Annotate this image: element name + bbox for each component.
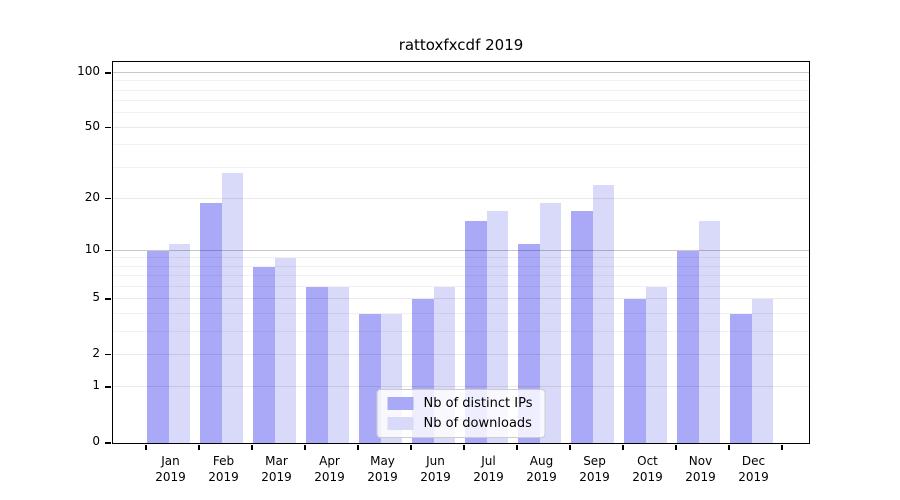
- y-tick: [105, 353, 111, 356]
- x-tick: [145, 444, 147, 450]
- y-tick-label: 20: [84, 189, 100, 204]
- x-tick-label: Nov 2019: [685, 454, 716, 484]
- y-tick: [105, 126, 111, 129]
- y-tick: [105, 442, 111, 444]
- x-tick-label: Apr 2019: [314, 454, 345, 484]
- x-tick: [410, 444, 412, 450]
- y-tick: [105, 72, 111, 74]
- bar-downloads: [221, 173, 243, 443]
- bar-downloads: [274, 258, 296, 443]
- bar-downloads: [645, 287, 667, 443]
- bar-downloads: [486, 211, 508, 443]
- x-tick: [728, 444, 730, 450]
- y-tick-label: 0: [92, 434, 100, 448]
- y-tick-label: 1: [92, 378, 100, 393]
- x-tick: [622, 444, 624, 450]
- chart-title: rattoxfxcdf 2019: [398, 36, 524, 54]
- x-tick-label: Dec 2019: [738, 454, 769, 484]
- x-tick: [781, 444, 783, 450]
- x-tick: [516, 444, 518, 450]
- bar-downloads: [168, 243, 190, 443]
- bar-distinct-ips: [730, 314, 752, 443]
- x-tick-label: Jan 2019: [155, 454, 186, 484]
- x-tick-label: Jul 2019: [473, 454, 504, 484]
- x-tick: [357, 444, 359, 450]
- legend-entry-distinct-ips: Nb of distinct IPs: [387, 396, 533, 411]
- y-tick: [105, 197, 111, 200]
- x-tick-label: Feb 2019: [208, 454, 239, 484]
- legend-label-distinct-ips: Nb of distinct IPs: [423, 396, 533, 411]
- bar-distinct-ips: [465, 220, 487, 443]
- plot-area: Nb of distinct IPs Nb of downloads: [105, 61, 810, 450]
- x-tick-label: Sep 2019: [579, 454, 610, 484]
- x-tick: [569, 444, 571, 450]
- x-tick: [251, 444, 253, 450]
- y-tick: [105, 386, 111, 388]
- x-tick-label: Jun 2019: [420, 454, 451, 484]
- x-tick: [304, 444, 306, 450]
- bar-downloads: [698, 220, 720, 443]
- bar-downloads: [751, 299, 773, 443]
- x-tick: [463, 444, 465, 450]
- legend: Nb of distinct IPs Nb of downloads: [376, 389, 546, 438]
- bar-distinct-ips: [147, 250, 169, 443]
- x-tick-label: May 2019: [367, 454, 398, 484]
- bar-downloads: [539, 202, 561, 443]
- y-tick-label: 100: [77, 64, 100, 78]
- x-tick: [198, 444, 200, 450]
- bar-downloads: [592, 184, 614, 443]
- legend-swatch-downloads: [387, 417, 414, 430]
- y-tick-label: 5: [92, 290, 100, 305]
- bar-distinct-ips: [571, 211, 593, 443]
- legend-label-downloads: Nb of downloads: [423, 416, 532, 431]
- bar-distinct-ips: [306, 287, 328, 443]
- bar-distinct-ips: [200, 202, 222, 443]
- x-tick-label: Mar 2019: [261, 454, 292, 484]
- bars-layer: [113, 62, 809, 443]
- y-tick: [105, 298, 111, 300]
- x-tick-label: Aug 2019: [526, 454, 557, 484]
- y-tick-label: 2: [92, 345, 100, 360]
- x-tick: [675, 444, 677, 450]
- bar-distinct-ips: [253, 266, 275, 443]
- bar-distinct-ips: [624, 299, 646, 443]
- y-tick-label: 10: [84, 241, 100, 256]
- y-tick-label: 50: [84, 118, 100, 133]
- y-tick: [105, 249, 111, 252]
- legend-entry-downloads: Nb of downloads: [387, 416, 533, 431]
- bar-downloads: [327, 287, 349, 443]
- bar-distinct-ips: [677, 250, 699, 443]
- x-tick-label: Oct 2019: [632, 454, 663, 484]
- legend-swatch-distinct-ips: [387, 397, 414, 410]
- bar-distinct-ips: [359, 314, 381, 443]
